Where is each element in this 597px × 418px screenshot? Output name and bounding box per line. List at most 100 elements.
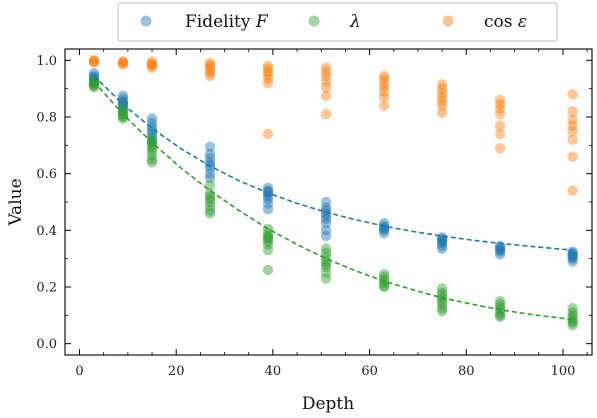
x-tick-label: 80: [458, 364, 475, 379]
axis-ticks: 0 20 40 60 80 100 0.0 0.2 0.4 0.6 0.8 1.0: [36, 49, 592, 379]
data-point: [204, 168, 216, 179]
legend-label: cos ε: [484, 12, 527, 32]
data-point: [494, 99, 506, 110]
data-point: [494, 242, 506, 253]
data-point: [204, 172, 216, 184]
data-point: [436, 240, 448, 252]
data-point: [567, 253, 578, 264]
data-point: [204, 59, 216, 70]
legend-label: λ: [349, 12, 361, 32]
data-point: [378, 77, 390, 89]
data-point: [320, 90, 332, 101]
data-point: [494, 108, 506, 120]
data-point: [567, 151, 578, 162]
x-tick-label: 100: [551, 364, 576, 379]
data-point: [262, 233, 274, 245]
data-point: [436, 287, 448, 298]
data-point: [567, 247, 578, 259]
data-point: [88, 80, 100, 92]
legend-entry: cos ε: [442, 12, 527, 32]
legend-label-symbol: λ: [349, 12, 361, 32]
data-point: [262, 193, 274, 205]
data-point: [567, 320, 578, 331]
data-point: [494, 298, 506, 310]
data-point: [378, 281, 390, 293]
data-point: [262, 191, 274, 202]
data-point: [320, 108, 332, 120]
data-point: [117, 110, 129, 121]
data-point: [204, 148, 216, 160]
data-point: [567, 106, 578, 117]
data-point: [494, 120, 506, 131]
data-point: [262, 239, 274, 250]
data-point: [436, 298, 448, 310]
data-point: [117, 106, 129, 117]
data-point: [320, 243, 332, 254]
data-point: [146, 134, 158, 145]
data-point: [567, 249, 578, 260]
legend-entry: λ: [308, 12, 361, 32]
data-point: [146, 57, 158, 69]
data-point: [320, 70, 332, 82]
legend-label-symbol: ε: [518, 12, 527, 32]
data-point: [262, 182, 274, 194]
data-point: [88, 55, 100, 66]
data-point: [494, 128, 506, 140]
data-point: [117, 101, 129, 113]
data-point: [378, 86, 390, 97]
data-point: [378, 100, 390, 111]
data-point: [204, 201, 216, 212]
data-point: [567, 185, 578, 196]
data-point: [436, 100, 448, 111]
y-tick-label: 0.8: [36, 111, 57, 126]
data-point: [262, 264, 274, 276]
data-point: [262, 203, 274, 215]
data-point: [146, 154, 158, 165]
data-point: [436, 96, 448, 107]
data-point: [567, 310, 578, 321]
legend-marker: [140, 15, 152, 27]
data-point: [204, 65, 216, 76]
data-point: [88, 79, 100, 90]
data-point: [262, 77, 274, 89]
data-point: [320, 196, 332, 208]
data-point: [320, 66, 332, 77]
data-point: [567, 120, 578, 131]
fit-line: [93, 75, 573, 251]
data-point: [146, 145, 158, 157]
data-point: [262, 69, 274, 80]
data-point: [88, 55, 100, 67]
data-point: [378, 280, 390, 291]
data-point: [320, 213, 332, 225]
data-point: [262, 185, 274, 196]
data-point: [204, 193, 216, 205]
legend-frame: [117, 2, 558, 42]
data-point: [436, 305, 448, 317]
data-point: [146, 130, 158, 141]
data-point: [378, 73, 390, 84]
y-tick-label: 0.0: [36, 337, 57, 352]
data-point: [117, 57, 129, 69]
data-point: [146, 140, 158, 151]
legend-label-text: cos: [484, 12, 518, 32]
y-tick-label: 0.6: [36, 167, 57, 182]
data-point: [320, 82, 332, 93]
data-point: [204, 70, 216, 82]
x-axis-title: Depth: [302, 394, 354, 414]
data-point: [494, 142, 506, 154]
data-point: [320, 259, 332, 270]
data-point: [146, 60, 158, 72]
data-point: [204, 152, 216, 164]
data-point: [204, 141, 216, 152]
data-point: [88, 73, 100, 84]
data-point: [88, 56, 100, 67]
data-point: [567, 252, 578, 263]
data-point: [320, 230, 332, 242]
data-point: [117, 100, 129, 111]
data-point: [378, 225, 390, 236]
data-point: [146, 56, 158, 67]
data-point: [262, 66, 274, 77]
x-tick-label: 0: [75, 364, 83, 379]
fit-line: [93, 81, 573, 321]
